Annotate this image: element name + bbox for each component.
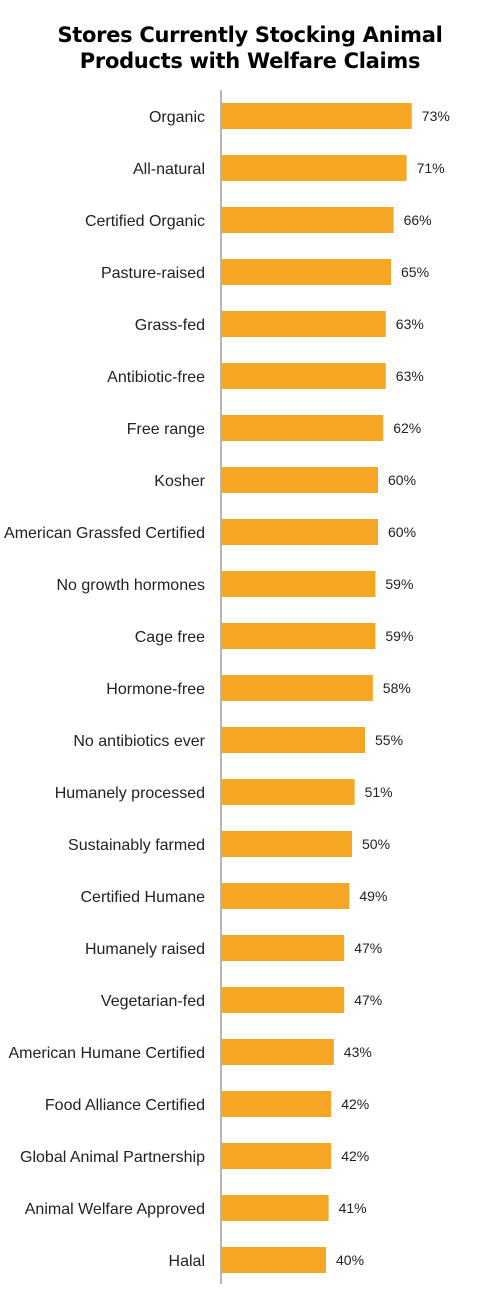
category-label: Animal Welfare Approved	[25, 1201, 205, 1218]
value-label: 42%	[341, 1096, 369, 1112]
bar	[222, 831, 352, 857]
bar	[222, 675, 373, 701]
value-label: 40%	[336, 1252, 364, 1268]
category-label: All-natural	[133, 161, 205, 178]
value-label: 42%	[341, 1148, 369, 1164]
value-label: 59%	[385, 576, 413, 592]
value-label: 41%	[339, 1200, 367, 1216]
category-label: American Humane Certified	[8, 1045, 205, 1062]
category-label: Certified Humane	[81, 889, 206, 906]
category-label: Free range	[127, 421, 205, 438]
category-label: No growth hormones	[56, 577, 205, 594]
category-label: Hormone-free	[106, 681, 205, 698]
bar	[222, 155, 407, 181]
value-label: 55%	[375, 732, 403, 748]
value-label: 47%	[354, 992, 382, 1008]
category-label: Humanely processed	[55, 785, 205, 802]
bar	[222, 1195, 329, 1221]
category-label: Humanely raised	[85, 941, 205, 958]
category-label: Halal	[169, 1253, 205, 1270]
value-label: 51%	[365, 784, 393, 800]
bar	[222, 311, 386, 337]
category-label: American Grassfed Certified	[4, 525, 205, 542]
category-label: Global Animal Partnership	[20, 1149, 205, 1166]
category-label: Sustainably farmed	[68, 837, 205, 854]
bar	[222, 779, 355, 805]
value-label: 71%	[417, 160, 445, 176]
category-label: Pasture-raised	[101, 265, 205, 282]
bar	[222, 1143, 332, 1169]
bar	[222, 1039, 334, 1065]
value-label: 73%	[422, 108, 450, 124]
bar	[222, 883, 350, 909]
value-label: 65%	[401, 264, 429, 280]
bar	[222, 363, 386, 389]
category-label: Cage free	[135, 629, 205, 646]
value-label: 50%	[362, 836, 390, 852]
value-label: 63%	[396, 316, 424, 332]
bar	[222, 207, 394, 233]
value-label: 60%	[388, 524, 416, 540]
bar	[222, 987, 345, 1013]
bars-group: Organic 73% All-natural 71% Certified Organi…	[4, 103, 450, 1273]
category-label: Vegetarian-fed	[101, 993, 205, 1010]
bar	[222, 103, 412, 129]
chart-title: Stores Currently Stocking Animal Product…	[0, 22, 500, 74]
value-label: 60%	[388, 472, 416, 488]
value-label: 63%	[396, 368, 424, 384]
bar	[222, 935, 345, 961]
bar	[222, 415, 384, 441]
value-label: 43%	[344, 1044, 372, 1060]
value-label: 59%	[385, 628, 413, 644]
bar	[222, 467, 378, 493]
bar	[222, 571, 376, 597]
category-label: No antibiotics ever	[73, 733, 205, 750]
value-label: 66%	[404, 212, 432, 228]
category-label: Kosher	[154, 473, 205, 490]
bar	[222, 1091, 332, 1117]
category-label: Certified Organic	[85, 213, 205, 230]
value-label: 62%	[393, 420, 421, 436]
value-label: 49%	[359, 888, 387, 904]
value-label: 58%	[383, 680, 411, 696]
bar	[222, 519, 378, 545]
category-label: Food Alliance Certified	[45, 1097, 205, 1114]
category-label: Antibiotic-free	[107, 369, 205, 386]
value-label: 47%	[354, 940, 382, 956]
bar	[222, 727, 365, 753]
category-label: Organic	[149, 109, 205, 126]
bar	[222, 259, 391, 285]
bar	[222, 1247, 326, 1273]
category-label: Grass-fed	[135, 317, 205, 334]
chart-title-line-2: Products with Welfare Claims	[79, 49, 421, 73]
bar	[222, 623, 376, 649]
chart-title-line-1: Stores Currently Stocking Animal	[57, 23, 443, 47]
